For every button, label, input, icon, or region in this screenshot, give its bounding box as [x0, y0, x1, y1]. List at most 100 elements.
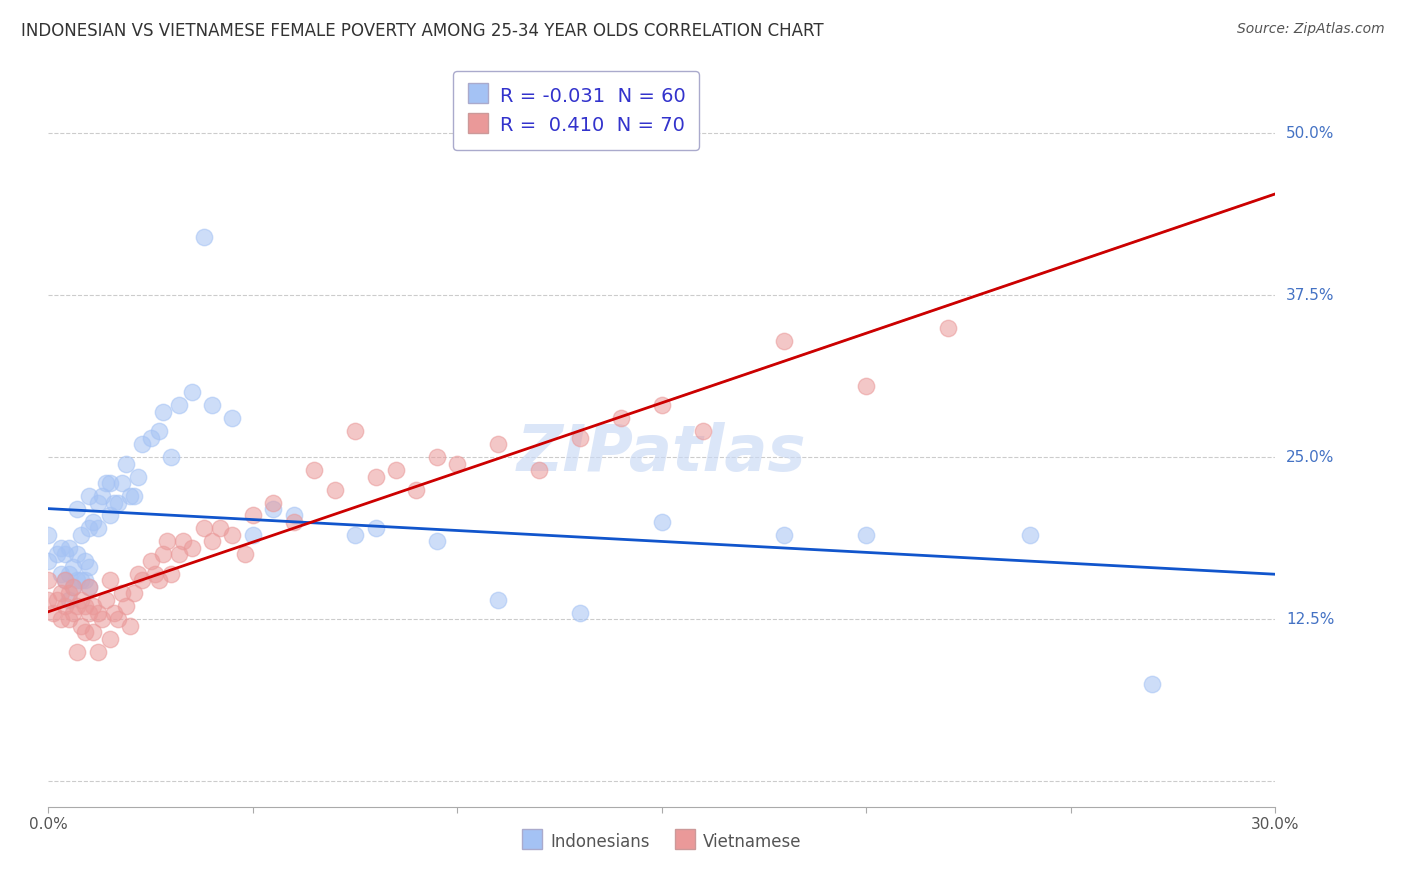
Point — [651, 515, 673, 529]
Point — [169, 398, 191, 412]
Point — [58, 592, 80, 607]
Point — [569, 431, 592, 445]
Point — [651, 398, 673, 412]
Text: ZIPatlas: ZIPatlas — [517, 422, 807, 483]
Point — [111, 476, 134, 491]
Point — [221, 411, 243, 425]
Point — [75, 599, 97, 614]
Point — [111, 586, 134, 600]
Text: 12.5%: 12.5% — [1286, 612, 1334, 626]
Point — [1018, 528, 1040, 542]
Point — [855, 379, 877, 393]
Point — [79, 521, 101, 535]
Point — [120, 618, 142, 632]
Point — [94, 476, 117, 491]
Point — [98, 632, 121, 646]
Point — [527, 463, 550, 477]
Point — [45, 547, 67, 561]
Point — [364, 521, 387, 535]
Point — [209, 521, 232, 535]
Point — [233, 547, 256, 561]
Text: 25.0%: 25.0% — [1286, 450, 1334, 465]
Point — [201, 398, 224, 412]
Point — [58, 586, 80, 600]
Point — [41, 606, 63, 620]
Point — [70, 528, 93, 542]
Point — [115, 599, 138, 614]
Point — [66, 547, 89, 561]
Point — [120, 489, 142, 503]
Point — [79, 560, 101, 574]
Point — [62, 580, 84, 594]
Point — [94, 592, 117, 607]
Point — [79, 580, 101, 594]
Point — [53, 574, 76, 588]
Point — [62, 580, 84, 594]
Point — [446, 457, 468, 471]
Point — [242, 528, 264, 542]
Point — [37, 554, 59, 568]
Point — [193, 230, 215, 244]
Point — [610, 411, 633, 425]
Point — [37, 574, 59, 588]
Point — [124, 586, 146, 600]
Point — [45, 592, 67, 607]
Point — [569, 606, 592, 620]
Point — [773, 528, 796, 542]
Point — [148, 574, 170, 588]
Point — [283, 508, 305, 523]
Point — [58, 566, 80, 581]
Point — [70, 574, 93, 588]
Point — [139, 554, 162, 568]
Point — [127, 566, 149, 581]
Point — [139, 431, 162, 445]
Point — [58, 612, 80, 626]
Point — [302, 463, 325, 477]
Point — [124, 489, 146, 503]
Point — [49, 541, 72, 555]
Point — [115, 457, 138, 471]
Point — [66, 599, 89, 614]
Point — [66, 574, 89, 588]
Point — [148, 424, 170, 438]
Point — [152, 547, 174, 561]
Point — [127, 469, 149, 483]
Point — [82, 515, 104, 529]
Point — [169, 547, 191, 561]
Point — [53, 547, 76, 561]
Point — [66, 644, 89, 658]
Point — [692, 424, 714, 438]
Point — [98, 574, 121, 588]
Point — [156, 534, 179, 549]
Point — [262, 502, 284, 516]
Point — [90, 612, 112, 626]
Text: 37.5%: 37.5% — [1286, 288, 1334, 302]
Point — [160, 450, 183, 465]
Point — [75, 554, 97, 568]
Point — [86, 606, 108, 620]
Point — [405, 483, 427, 497]
Point — [53, 574, 76, 588]
Point — [86, 644, 108, 658]
Point — [37, 592, 59, 607]
Point — [49, 586, 72, 600]
Point — [86, 495, 108, 509]
Point — [49, 566, 72, 581]
Point — [855, 528, 877, 542]
Point — [103, 495, 125, 509]
Point — [79, 489, 101, 503]
Point — [1142, 677, 1164, 691]
Point — [107, 495, 129, 509]
Point — [364, 469, 387, 483]
Text: Source: ZipAtlas.com: Source: ZipAtlas.com — [1237, 22, 1385, 37]
Point — [936, 320, 959, 334]
Point — [152, 405, 174, 419]
Point — [323, 483, 346, 497]
Point — [193, 521, 215, 535]
Point — [79, 606, 101, 620]
Point — [53, 599, 76, 614]
Text: 50.0%: 50.0% — [1286, 126, 1334, 141]
Point — [70, 618, 93, 632]
Point — [180, 541, 202, 555]
Point — [773, 334, 796, 348]
